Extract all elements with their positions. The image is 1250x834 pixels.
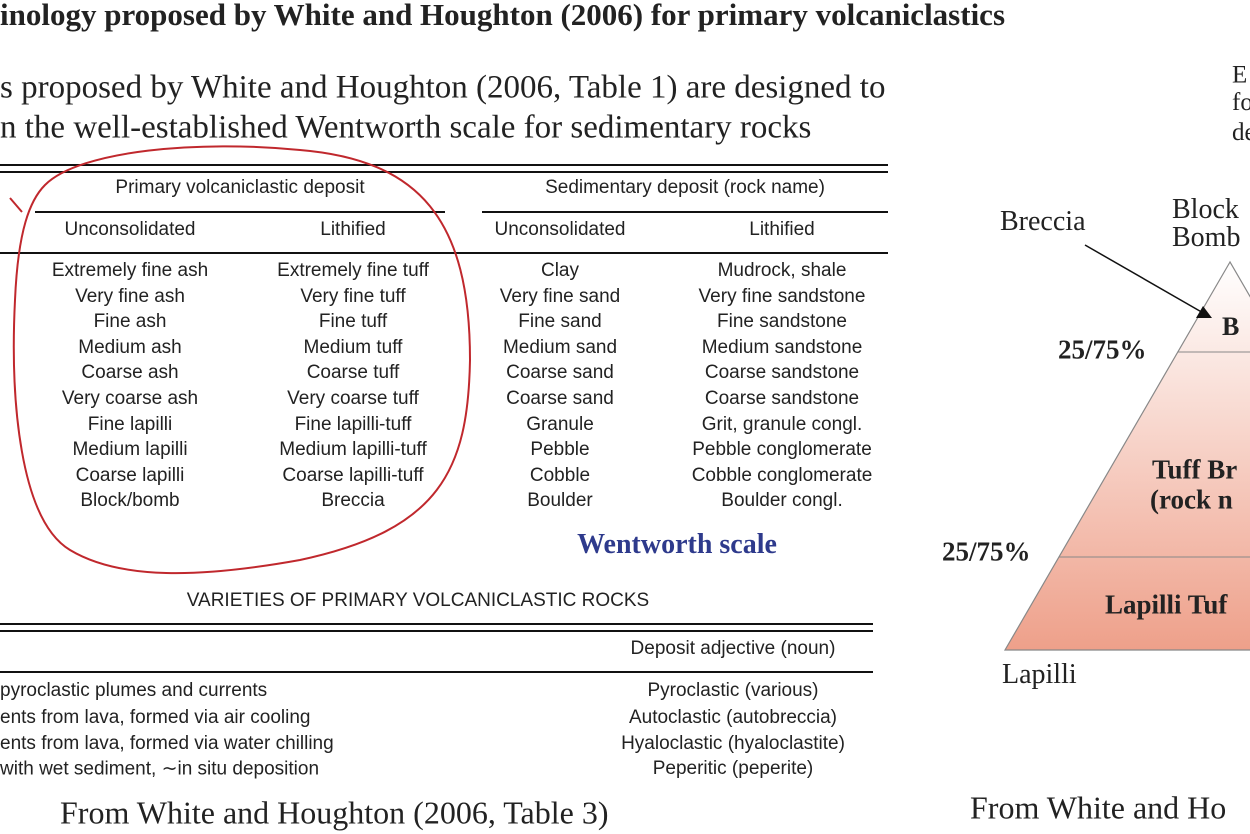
table-cell: pyroclastic plumes and currents <box>0 680 268 701</box>
table-cell: Peperitic (peperite) <box>652 758 814 779</box>
table-cell: Grit, granule congl. <box>701 413 863 435</box>
table-cell: Cobble <box>529 464 591 486</box>
lapilli-tuff-label: Lapilli Tuf <box>1105 589 1228 620</box>
table-cell: Medium sandstone <box>701 336 863 358</box>
table-cell: Coarse sand <box>506 362 614 384</box>
table-cell: Block/bomb <box>80 490 180 512</box>
table-cell: Cobble conglomerate <box>691 464 873 486</box>
intro-line: n the well-established Wentworth scale f… <box>0 109 812 146</box>
tuff-breccia-label: Tuff Br <box>1152 454 1238 485</box>
table-cell: Breccia <box>321 490 385 512</box>
table-cell: Pyroclastic (various) <box>647 680 819 701</box>
column-header: Lithified <box>320 219 386 240</box>
wentworth-label: Wentworth scale <box>577 529 777 560</box>
table-cell: Coarse sandstone <box>704 362 860 384</box>
table-cell: Clay <box>540 260 580 281</box>
table-cell: Coarse lapilli-tuff <box>282 464 424 486</box>
block-label: Block <box>1172 194 1239 225</box>
boundary-label: 25/75% <box>1058 334 1147 365</box>
breccia-label: Breccia <box>1000 206 1086 237</box>
diagram-header: fo <box>1232 89 1250 116</box>
table-cell: Autoclastic (autobreccia) <box>628 707 838 728</box>
table-cell: ents from lava, formed via water chillin… <box>0 733 334 754</box>
table-cell: Boulder <box>527 490 593 512</box>
diagram-header: E <box>1232 61 1248 89</box>
table-cell: Very fine sandstone <box>698 285 866 307</box>
diagram-caption: From White and Ho <box>970 789 1227 826</box>
caption: From White and Houghton (2006, Table 3) <box>60 794 609 831</box>
table-cell: Medium lapilli <box>72 439 188 461</box>
table-cell: Fine lapilli <box>87 413 173 435</box>
tuff-breccia-label: (rock n <box>1150 484 1233 515</box>
table-cell: Pebble conglomerate <box>692 439 872 461</box>
table-cell: Fine sandstone <box>717 311 847 333</box>
table-cell: Coarse tuff <box>306 362 400 384</box>
arrow-head <box>1196 306 1212 318</box>
table-cell: Medium sand <box>502 336 618 358</box>
table-cell: Boulder congl. <box>721 490 843 512</box>
table-cell: Coarse lapilli <box>75 464 185 486</box>
column-header: Unconsolidated <box>64 219 196 240</box>
table-cell: Extremely fine tuff <box>277 260 429 281</box>
table-cell: Mudrock, shale <box>717 260 847 281</box>
table-cell: Fine sand <box>518 311 602 333</box>
table-cell: Pebble <box>530 439 590 461</box>
red-annotation-loop <box>9 145 472 575</box>
table-cell: with wet sediment, ∼in situ deposition <box>0 758 320 780</box>
title: inology proposed by White and Houghton (… <box>0 0 1006 32</box>
diagram-header: de <box>1232 119 1250 146</box>
table-cell: ents from lava, formed via air cooling <box>0 707 311 728</box>
bomb-label: Bomb <box>1172 222 1241 253</box>
table2-header: Deposit adjective (noun) <box>630 638 836 659</box>
table-cell: Extremely fine ash <box>51 260 209 281</box>
table-cell: Very fine ash <box>75 285 185 307</box>
table-cell: Medium ash <box>78 336 182 358</box>
table-cell: Coarse ash <box>81 362 179 384</box>
table-cell: Coarse sandstone <box>704 388 860 409</box>
group-header: Sedimentary deposit (rock name) <box>545 177 825 198</box>
table-cell: Granule <box>526 413 594 435</box>
table-cell: Very coarse tuff <box>287 388 419 409</box>
table-cell: Coarse sand <box>506 388 614 409</box>
table-cell: Very coarse ash <box>61 388 199 409</box>
table-cell: Fine lapilli-tuff <box>294 413 412 435</box>
table-cell: Fine tuff <box>318 311 388 333</box>
table-cell: Very fine sand <box>499 285 621 307</box>
table-cell: Hyaloclastic (hyaloclastite) <box>621 733 845 754</box>
arrow <box>1084 244 1206 315</box>
pyramid <box>1003 260 1250 651</box>
table-cell: Medium lapilli-tuff <box>279 439 427 461</box>
table-rules <box>0 164 888 673</box>
table-cell: Fine ash <box>93 311 167 333</box>
boundary-label: 25/75% <box>942 536 1031 567</box>
apex-label: B <box>1222 312 1240 341</box>
lapilli-label: Lapilli <box>1002 659 1077 690</box>
group-header: Primary volcaniclastic deposit <box>115 177 365 198</box>
column-header: Unconsolidated <box>494 219 626 240</box>
column-header: Lithified <box>749 219 815 240</box>
table-cell: Very fine tuff <box>300 285 406 307</box>
intro-line: s proposed by White and Houghton (2006, … <box>0 69 886 106</box>
table-cell: Medium tuff <box>303 336 403 358</box>
table2-title: VARIETIES OF PRIMARY VOLCANICLASTIC ROCK… <box>186 590 650 611</box>
